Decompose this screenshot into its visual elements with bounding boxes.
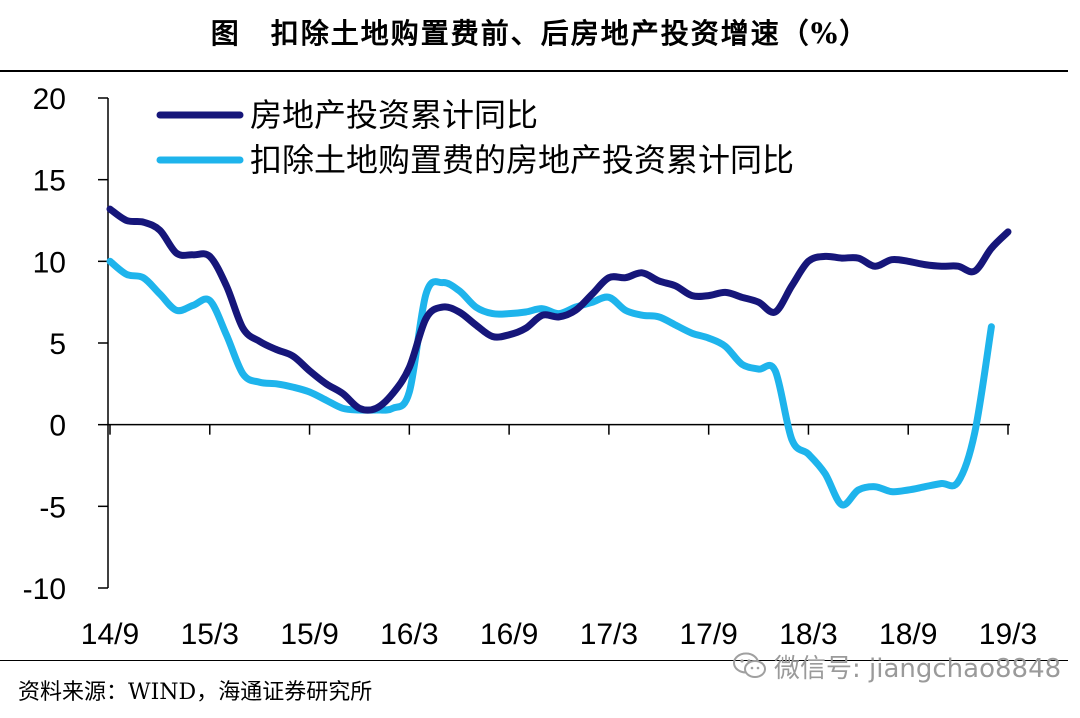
- y-tick-label: 5: [49, 328, 66, 361]
- x-axis-ticks: 14/9 15/3 15/9 16/3 16/9 17/3 17/9 18/3 18/9 19/3: [81, 424, 1037, 651]
- x-tick-label: 19/3: [979, 618, 1037, 651]
- x-tick-label: 17/9: [679, 618, 737, 651]
- x-tick-label: 16/9: [480, 618, 538, 651]
- line-chart: 20 15 10 5 0 -5 -10 14/9 15/3 15/9 16/3 16/9 17/3 17…: [23, 83, 1038, 651]
- y-tick-label: -10: [23, 573, 66, 606]
- legend-label: 扣除土地购置费的房地产投资累计同比: [250, 141, 794, 179]
- y-axis-ticks: 20 15 10 5 0 -5 -10: [23, 83, 108, 606]
- y-tick-label: 20: [33, 83, 66, 116]
- x-tick-label: 14/9: [81, 618, 139, 651]
- series-line-total-investment: [106, 205, 1012, 414]
- x-tick-label: 16/3: [380, 618, 438, 651]
- chart-title: 图 扣除土地购置费前、后房地产投资增速（%）: [210, 17, 870, 50]
- watermark: 微信号: jiangchao8848: [732, 646, 1061, 686]
- source-note: 资料来源：WIND，海通证券研究所: [18, 680, 373, 705]
- series-line-ex-land-investment: [106, 257, 995, 509]
- y-tick-label: -5: [39, 491, 66, 524]
- y-tick-label: 0: [49, 410, 66, 443]
- y-tick-label: 10: [33, 246, 66, 279]
- wechat-icon: [733, 652, 766, 678]
- title-divider: [0, 70, 1068, 72]
- x-tick-label: 18/3: [779, 618, 837, 651]
- y-tick-label: 15: [33, 165, 66, 198]
- x-tick-label: 15/9: [280, 618, 338, 651]
- watermark-text: 微信号: jiangchao8848: [774, 653, 1062, 684]
- source-divider: [0, 660, 1068, 661]
- x-tick-label: 17/3: [580, 618, 638, 651]
- series-layer: [106, 205, 1012, 509]
- x-tick-label: 18/9: [879, 618, 937, 651]
- x-tick-label: 15/3: [181, 618, 239, 651]
- legend-label: 房地产投资累计同比: [250, 96, 538, 134]
